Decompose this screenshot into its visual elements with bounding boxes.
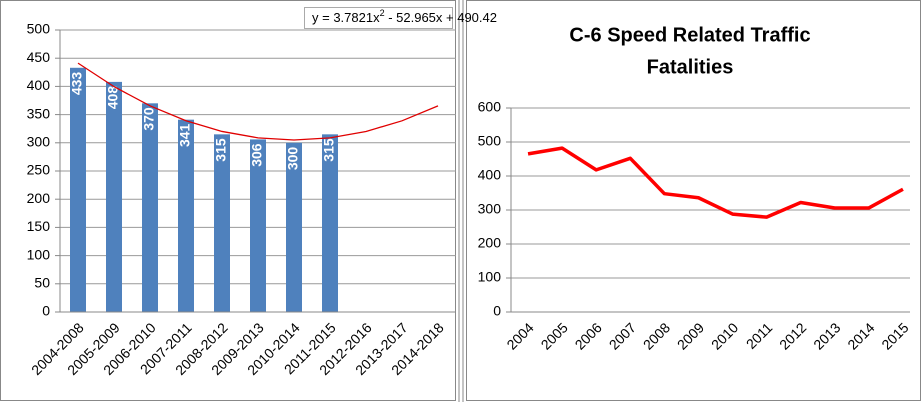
x-tick-label: 2011 — [743, 319, 776, 352]
x-tick-label: 2013 — [810, 319, 843, 352]
y-tick-label: 400 — [27, 77, 51, 93]
x-tick-label: 2010 — [708, 319, 741, 352]
chart-title: C-6 Speed Related Traffic — [569, 24, 810, 46]
bar — [178, 119, 194, 313]
chart-title: Fatalities — [647, 56, 734, 78]
bar — [286, 142, 302, 312]
y-tick-label: 100 — [27, 246, 51, 262]
y-tick-label: 300 — [27, 134, 51, 150]
y-tick-label: 350 — [27, 105, 51, 121]
x-tick-label: 2006 — [572, 319, 605, 352]
value-label: 315 — [321, 138, 337, 162]
trendline — [77, 62, 439, 141]
x-tick-label: 2004 — [503, 319, 536, 352]
y-tick-label: 200 — [27, 190, 51, 206]
y-tick-label: 500 — [478, 133, 502, 149]
right-panel — [466, 0, 921, 401]
value-label: 315 — [213, 138, 229, 162]
x-tick-label: 2008 — [640, 319, 673, 352]
equation: y = 3.7821x2 - 52.965x + 490.42 — [312, 8, 497, 25]
value-label: 306 — [249, 143, 265, 167]
value-label: 370 — [141, 107, 157, 131]
value-label: 433 — [69, 72, 85, 96]
x-tick-label: 2005 — [538, 319, 571, 352]
value-label: 341 — [177, 123, 193, 147]
y-tick-label: 0 — [42, 303, 50, 319]
y-tick-label: 500 — [27, 21, 51, 37]
y-tick-label: 150 — [27, 218, 51, 234]
y-tick-label: 200 — [478, 235, 502, 251]
y-tick-label: 450 — [27, 49, 51, 65]
value-label: 300 — [285, 147, 301, 171]
x-tick-label: 2007 — [606, 319, 639, 352]
value-label: 408 — [105, 86, 121, 110]
y-tick-label: 0 — [493, 303, 501, 319]
y-tick-label: 600 — [478, 99, 502, 115]
bar — [250, 139, 266, 312]
y-tick-label: 50 — [34, 275, 50, 291]
x-tick-label: 2012 — [776, 319, 809, 352]
bar — [322, 134, 338, 312]
bar — [106, 81, 122, 312]
y-tick-label: 250 — [27, 162, 51, 178]
y-tick-label: 100 — [478, 269, 502, 285]
equation-part: - 52.965x + 490.42 — [385, 10, 497, 25]
equation-part: y = 3.7821x — [312, 10, 380, 25]
equation-box — [304, 7, 453, 29]
bar — [214, 134, 230, 312]
bar — [70, 67, 86, 313]
x-tick-label: 2014 — [844, 319, 877, 352]
x-tick-label: 2009 — [674, 319, 707, 352]
bar — [142, 103, 158, 312]
y-tick-label: 300 — [478, 201, 502, 217]
equation-exp: 2 — [380, 8, 385, 18]
line — [527, 146, 904, 219]
x-tick-label: 2015 — [878, 319, 911, 352]
left-panel — [0, 0, 456, 401]
y-tick-label: 400 — [478, 167, 502, 183]
